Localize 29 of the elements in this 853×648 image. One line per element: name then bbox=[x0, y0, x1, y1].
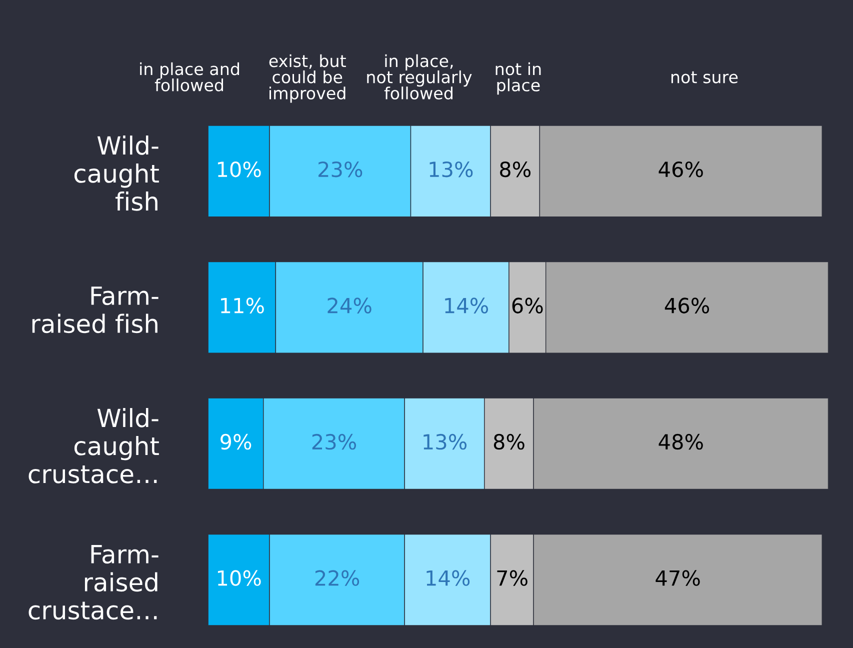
data-label: 47% bbox=[656, 570, 700, 586]
data-label: 11% bbox=[221, 298, 264, 314]
data-label: 23% bbox=[312, 434, 356, 450]
data-label: 14% bbox=[445, 298, 488, 314]
data-label: 13% bbox=[424, 434, 467, 450]
data-label: 46% bbox=[664, 298, 710, 314]
data-label: 10% bbox=[218, 570, 261, 586]
data-label: 23% bbox=[318, 161, 362, 178]
series-label: exist, but could be improved bbox=[269, 54, 346, 103]
data-label: 7% bbox=[497, 570, 528, 586]
data-label: 14% bbox=[426, 570, 470, 586]
data-label: 46% bbox=[658, 161, 703, 178]
data-label: 8% bbox=[500, 161, 531, 178]
data-label: 10% bbox=[218, 161, 261, 178]
y-tick-label: Farm- raised crustace… bbox=[28, 545, 158, 620]
text: not sure bbox=[671, 71, 738, 84]
data-label: 24% bbox=[328, 298, 372, 314]
data-label: 6% bbox=[512, 298, 543, 314]
y-tick-label: Farm- raised fish bbox=[32, 286, 158, 334]
series-label: not in place bbox=[496, 62, 541, 95]
data-label: 9% bbox=[220, 434, 252, 450]
data-label: 13% bbox=[430, 161, 473, 178]
data-label: 8% bbox=[494, 434, 524, 450]
y-tick-label: Wild- caught crustace… bbox=[28, 408, 159, 484]
text: in place and followed bbox=[140, 62, 240, 92]
data-label: 48% bbox=[658, 434, 703, 450]
y-tick-label: Wild- caught fish bbox=[74, 136, 159, 211]
series-label: in place, not regularly followed bbox=[367, 54, 472, 100]
data-label: 22% bbox=[315, 570, 360, 586]
